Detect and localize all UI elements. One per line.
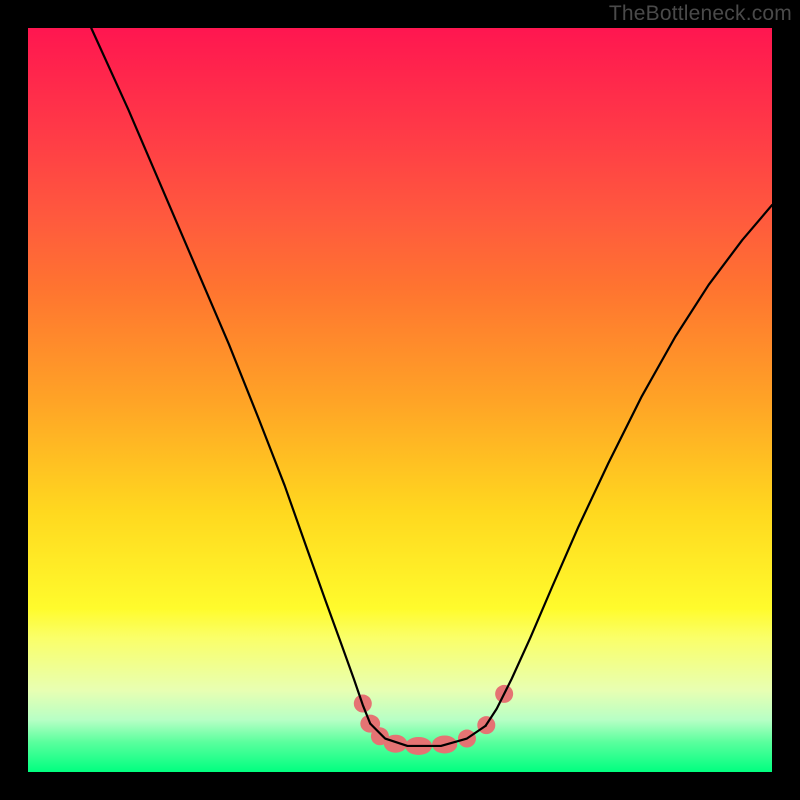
watermark-label: TheBottleneck.com xyxy=(609,2,792,26)
curve-right xyxy=(486,205,772,726)
curve-left xyxy=(91,28,370,724)
chart-container: TheBottleneck.com xyxy=(0,0,800,800)
curve-layer xyxy=(0,0,800,800)
